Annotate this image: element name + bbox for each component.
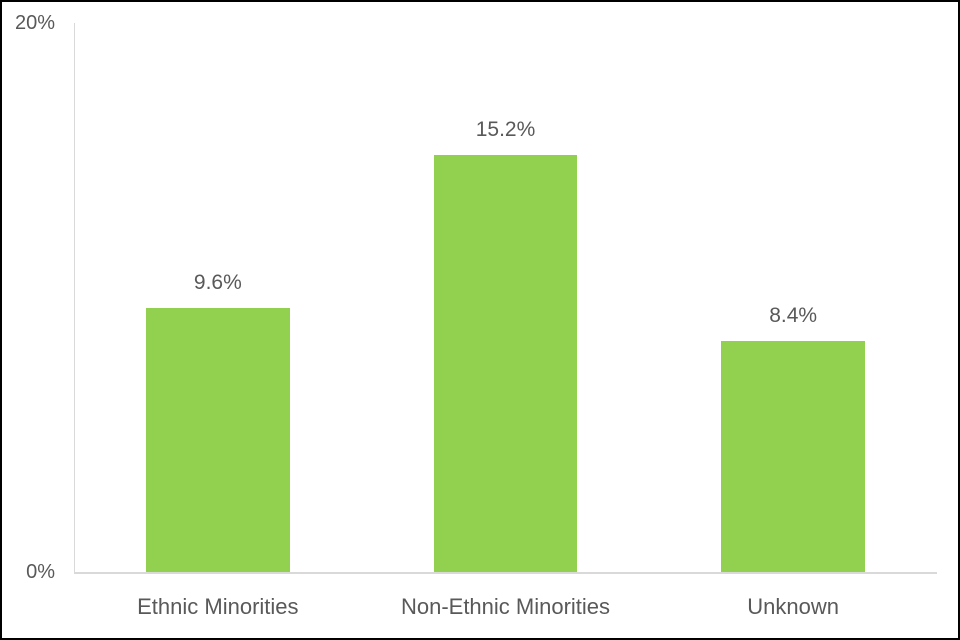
y-axis-tick-label: 0% — [26, 561, 55, 583]
category-label: Unknown — [747, 594, 840, 619]
x-axis-line — [74, 572, 937, 574]
bar-value-label: 9.6% — [193, 271, 242, 295]
category-label: Non-Ethnic Minorities — [400, 594, 611, 619]
y-axis-line — [74, 23, 75, 574]
bar — [721, 341, 866, 572]
y-axis-tick-label: 20% — [14, 12, 55, 34]
bar — [145, 308, 290, 572]
category-label: Ethnic Minorities — [137, 594, 299, 619]
bar — [433, 154, 578, 572]
bar-value-label: 15.2% — [475, 117, 536, 141]
bar-value-label: 8.4% — [769, 304, 818, 328]
